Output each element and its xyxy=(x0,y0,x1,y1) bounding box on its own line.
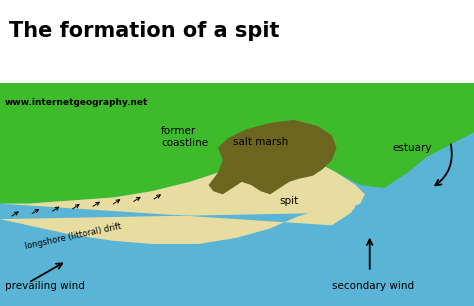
Polygon shape xyxy=(0,83,474,203)
Text: former
coastline: former coastline xyxy=(161,126,208,148)
Text: secondary wind: secondary wind xyxy=(332,281,414,291)
Text: salt marsh: salt marsh xyxy=(233,137,288,147)
Polygon shape xyxy=(0,157,365,244)
Text: estuary: estuary xyxy=(392,143,432,153)
Text: The formation of a spit: The formation of a spit xyxy=(9,21,280,41)
Polygon shape xyxy=(0,83,474,306)
Text: longshore (littoral) drift: longshore (littoral) drift xyxy=(24,222,122,252)
Text: prevailing wind: prevailing wind xyxy=(5,281,85,291)
Text: www.internetgeography.net: www.internetgeography.net xyxy=(5,98,148,107)
Text: spit: spit xyxy=(280,196,299,206)
Polygon shape xyxy=(209,120,337,194)
